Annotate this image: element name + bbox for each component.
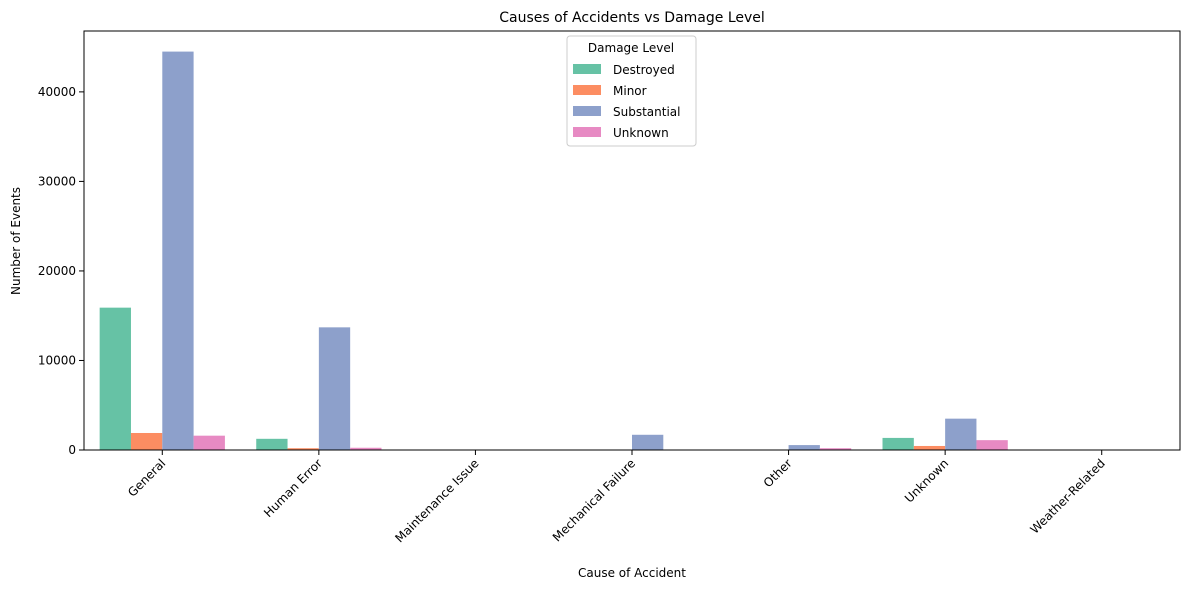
legend-label: Substantial [613,105,680,119]
y-tick-label: 10000 [38,353,76,367]
y-tick-label: 40000 [38,85,76,99]
x-tick-label: Mechanical Failure [550,456,638,544]
bar [945,418,977,450]
legend-swatch [573,85,601,95]
bar [130,432,163,450]
bar [819,448,852,450]
y-tick-label: 20000 [38,264,76,278]
legend-swatch [573,127,601,137]
bar [256,438,288,450]
y-tick-label: 0 [68,443,76,457]
bar [788,445,820,450]
x-tick-label: Weather-Related [1027,456,1107,536]
bar [193,435,225,450]
bar [976,440,1008,450]
y-axis: 0 10000 20000 30000 40000 [38,85,84,457]
y-axis-label: Number of Events [9,187,23,295]
x-axis-label: Cause of Accident [578,566,686,580]
x-tick-label: Other [761,456,795,490]
bar [99,307,131,450]
bar [913,445,946,450]
x-tick-label: Unknown [902,456,951,505]
legend-swatch [573,64,601,74]
bar [318,327,351,450]
bar [632,434,664,450]
legend-title: Damage Level [588,41,674,55]
bar [882,437,914,450]
legend-label: Minor [613,84,647,98]
bar [287,448,319,450]
legend-label: Destroyed [613,63,675,77]
legend-swatch [573,106,601,116]
x-tick-label: Maintenance Issue [392,456,481,545]
legend-box [566,35,697,147]
legend-label: Unknown [613,126,669,140]
chart-title: Causes of Accidents vs Damage Level [499,10,765,26]
x-tick-label: General [125,456,168,499]
legend: Damage Level Destroyed Minor Substantial Un… [566,35,697,147]
plot-area [99,51,1008,451]
bar [350,447,382,450]
x-axis: General Human Error Maintenance Issue Mecha… [125,450,1108,545]
x-tick-label: Human Error [261,456,325,520]
bar [162,51,194,451]
y-tick-label: 30000 [38,174,76,188]
legend-items: Destroyed Minor Substantial Unknown [573,63,680,140]
